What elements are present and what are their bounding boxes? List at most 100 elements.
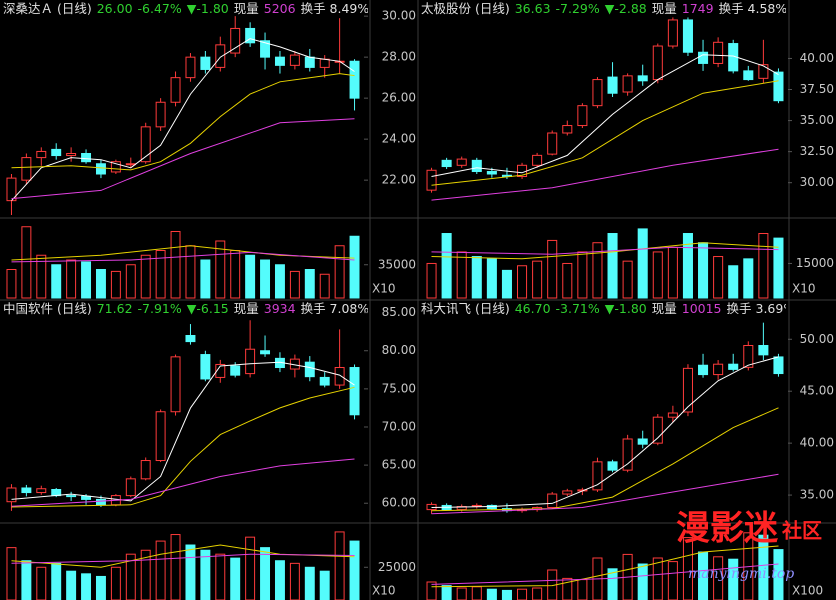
volume-unit: X10 bbox=[372, 282, 396, 296]
volume-ma-line bbox=[11, 251, 355, 263]
volume-bar bbox=[652, 251, 663, 299]
candle-body bbox=[245, 27, 256, 44]
candle-body bbox=[6, 487, 17, 503]
price-ma-line bbox=[11, 458, 355, 507]
candle-body bbox=[334, 367, 345, 386]
candle-body bbox=[260, 350, 271, 355]
candle-body bbox=[185, 334, 196, 343]
candle-body bbox=[215, 44, 226, 68]
header-turnover: 换手 3.69% bbox=[727, 301, 796, 316]
volume-tick-label: 25000 bbox=[378, 560, 416, 574]
volume-bar bbox=[426, 262, 437, 299]
volume-bar bbox=[200, 549, 211, 600]
header-change: ▼-2.88 bbox=[605, 1, 647, 16]
volume-bar bbox=[125, 553, 136, 600]
volume-bar bbox=[637, 228, 648, 299]
volume-bar bbox=[289, 562, 300, 600]
volume-tick-label: 15000 bbox=[796, 256, 834, 270]
price-ma-line bbox=[431, 407, 779, 512]
candle-body bbox=[155, 101, 166, 128]
header-turnover: 换手 4.58% bbox=[719, 1, 788, 16]
volume-bar bbox=[230, 250, 241, 299]
candle-body bbox=[185, 56, 196, 79]
candle-body bbox=[155, 411, 166, 462]
candle-body bbox=[758, 345, 769, 356]
price-ma-line bbox=[431, 80, 779, 186]
candle-body bbox=[713, 363, 724, 376]
volume-bar bbox=[245, 536, 256, 600]
candle-body bbox=[304, 361, 315, 378]
volume-bar bbox=[95, 575, 106, 600]
candle-body bbox=[230, 365, 241, 376]
volume-bar bbox=[713, 256, 724, 299]
header-volume: 1749 bbox=[682, 1, 714, 16]
volume-bar bbox=[125, 264, 136, 299]
volume-bar bbox=[200, 259, 211, 299]
candle-body bbox=[319, 58, 330, 68]
y-tick-label: 35.00 bbox=[800, 113, 834, 127]
volume-bar bbox=[66, 259, 77, 299]
volume-bar bbox=[36, 254, 47, 299]
panel-header: 太极股份 (日线) 36.63 -7.29% ▼-2.88 现量 1749 换手 4.58%… bbox=[421, 1, 833, 16]
volume-bar bbox=[728, 558, 739, 600]
header-name: 科大讯飞 (日线) bbox=[421, 301, 510, 316]
volume-bar bbox=[486, 258, 497, 299]
candle-body bbox=[637, 438, 648, 445]
volume-bar bbox=[51, 562, 62, 600]
candle-body bbox=[698, 51, 709, 64]
volume-bar bbox=[304, 269, 315, 299]
candle-body bbox=[349, 60, 360, 99]
header-turnover: 换手 8.49% bbox=[301, 1, 370, 16]
y-tick-label: 32.50 bbox=[800, 144, 834, 158]
volume-bar bbox=[758, 233, 769, 299]
watermark-suffix: 社区 bbox=[781, 519, 822, 543]
volume-bar bbox=[274, 560, 285, 600]
volume-bar bbox=[773, 237, 784, 299]
volume-bar bbox=[185, 544, 196, 600]
header-change: ▼-6.15 bbox=[187, 301, 229, 316]
price-ma-line bbox=[431, 148, 779, 201]
volume-bar bbox=[289, 270, 300, 299]
volume-bar bbox=[456, 251, 467, 299]
header-volume-label: 现量 bbox=[234, 301, 259, 316]
candle-body bbox=[260, 40, 271, 58]
volume-ma-line bbox=[11, 553, 355, 564]
volume-unit: X10 bbox=[372, 584, 396, 598]
watermark: 漫影迷 bbox=[676, 509, 779, 549]
y-tick-label: 50.00 bbox=[800, 332, 834, 346]
y-tick-label: 37.50 bbox=[800, 82, 834, 96]
candle-body bbox=[622, 438, 633, 471]
y-tick-label: 40.00 bbox=[800, 51, 834, 65]
candle-body bbox=[125, 163, 136, 166]
volume-bar bbox=[637, 563, 648, 600]
candle-body bbox=[698, 364, 709, 376]
volume-bar bbox=[667, 246, 678, 299]
price-ma-line bbox=[11, 38, 355, 202]
volume-bar bbox=[577, 579, 588, 600]
candle-body bbox=[577, 105, 588, 127]
volume-unit: X100 bbox=[792, 584, 823, 598]
volume-bar bbox=[471, 256, 482, 299]
candle-body bbox=[230, 27, 241, 54]
header-volume-label: 现量 bbox=[652, 1, 677, 16]
candle-body bbox=[110, 161, 121, 173]
volume-bar bbox=[155, 540, 166, 600]
candle-body bbox=[456, 158, 467, 166]
candle-body bbox=[456, 505, 467, 511]
volume-bar bbox=[622, 260, 633, 299]
candle-body bbox=[215, 363, 226, 378]
panel-header: 中国软件 (日线) 71.62 -7.91% ▼-6.15 现量 3934 换手 7.08%… bbox=[3, 301, 415, 316]
volume-bar bbox=[140, 254, 151, 299]
candle-body bbox=[471, 159, 482, 173]
candle-body bbox=[245, 348, 256, 375]
candle-body bbox=[743, 345, 754, 368]
candle-body bbox=[592, 79, 603, 107]
header-name: 深桑达Ａ (日线) bbox=[3, 1, 92, 16]
volume-unit: X10 bbox=[792, 282, 816, 296]
candle-body bbox=[66, 495, 77, 498]
volume-bar bbox=[441, 233, 452, 299]
y-tick-label: 30.00 bbox=[382, 9, 416, 23]
volume-ma-line bbox=[431, 563, 779, 585]
